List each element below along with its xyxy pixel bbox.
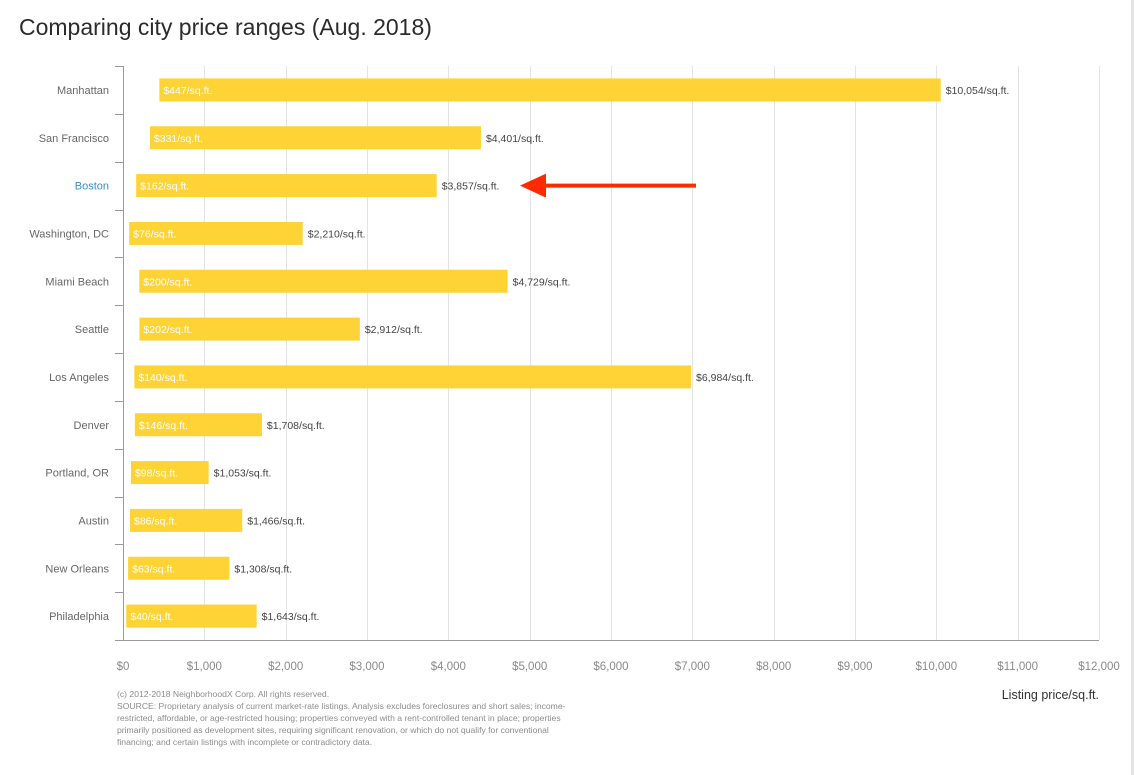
x-tick-label: $8,000 [756, 661, 791, 673]
low-value-label: $86/sq.ft. [134, 515, 177, 527]
range-bar-chart: $0 $1,000 $2,000 $3,000 $4,000 $5,000 $6,000 $7… [0, 0, 1131, 680]
category-label: San Francisco [39, 133, 109, 145]
low-value-label: $40/sq.ft. [130, 611, 173, 623]
low-value-label: $447/sq.ft. [163, 85, 212, 97]
low-value-label: $200/sq.ft. [143, 276, 192, 288]
category-label: Manhattan [57, 85, 109, 97]
category-label: Seattle [75, 324, 109, 336]
x-tick-label: $11,000 [997, 661, 1038, 673]
high-value-label: $1,308/sq.ft. [234, 563, 292, 575]
category-label: Washington, DC [29, 228, 109, 240]
category-label: Denver [74, 420, 110, 432]
high-value-label: $2,210/sq.ft. [308, 228, 366, 240]
x-tick-label: $4,000 [431, 661, 466, 673]
x-tick-label: $10,000 [916, 661, 958, 673]
high-value-label: $3,857/sq.ft. [442, 181, 500, 193]
high-value-label: $1,466/sq.ft. [247, 515, 305, 527]
high-value-label: $1,053/sq.ft. [214, 468, 272, 480]
range-bar-los-angeles [134, 365, 691, 388]
range-bar-miami-beach [139, 270, 507, 293]
x-tick-label: $2,000 [268, 661, 303, 673]
low-value-label: $140/sq.ft. [138, 372, 187, 384]
low-value-label: $76/sq.ft. [133, 228, 176, 240]
source-text: SOURCE: Proprietary analysis of current … [117, 700, 567, 748]
x-tick-label: $7,000 [675, 661, 710, 673]
high-value-label: $10,054/sq.ft. [946, 85, 1010, 97]
high-value-label: $1,708/sq.ft. [267, 420, 325, 432]
high-value-label: $2,912/sq.ft. [365, 324, 423, 336]
category-label: Miami Beach [45, 276, 109, 288]
high-value-label: $4,729/sq.ft. [513, 276, 571, 288]
high-value-label: $6,984/sq.ft. [696, 372, 754, 384]
low-value-label: $202/sq.ft. [143, 324, 192, 336]
annotation-arrow-head [520, 174, 546, 198]
low-value-label: $63/sq.ft. [132, 563, 175, 575]
range-bar-manhattan [159, 78, 940, 101]
x-tick-label: $3,000 [349, 661, 384, 673]
x-tick-label: $0 [117, 661, 130, 673]
category-label: Philadelphia [49, 611, 110, 623]
category-label: Portland, OR [45, 468, 109, 480]
category-label: Austin [78, 515, 109, 527]
copyright-text: (c) 2012-2018 NeighborhoodX Corp. All ri… [117, 688, 567, 700]
high-value-label: $4,401/sq.ft. [486, 133, 544, 145]
category-label: Boston [75, 181, 109, 193]
x-tick-label: $5,000 [512, 661, 547, 673]
x-tick-label: $6,000 [593, 661, 628, 673]
category-label: New Orleans [45, 563, 109, 575]
x-tick-label: $12,000 [1078, 661, 1120, 673]
x-tick-label: $9,000 [837, 661, 872, 673]
x-axis-title: Listing price/sq.ft. [1002, 688, 1099, 702]
footnote: (c) 2012-2018 NeighborhoodX Corp. All ri… [117, 688, 567, 748]
low-value-label: $98/sq.ft. [135, 468, 178, 480]
category-label: Los Angeles [49, 372, 109, 384]
low-value-label: $162/sq.ft. [140, 181, 189, 193]
x-tick-label: $1,000 [187, 661, 222, 673]
low-value-label: $331/sq.ft. [154, 133, 203, 145]
low-value-label: $146/sq.ft. [139, 420, 188, 432]
high-value-label: $1,643/sq.ft. [262, 611, 320, 623]
